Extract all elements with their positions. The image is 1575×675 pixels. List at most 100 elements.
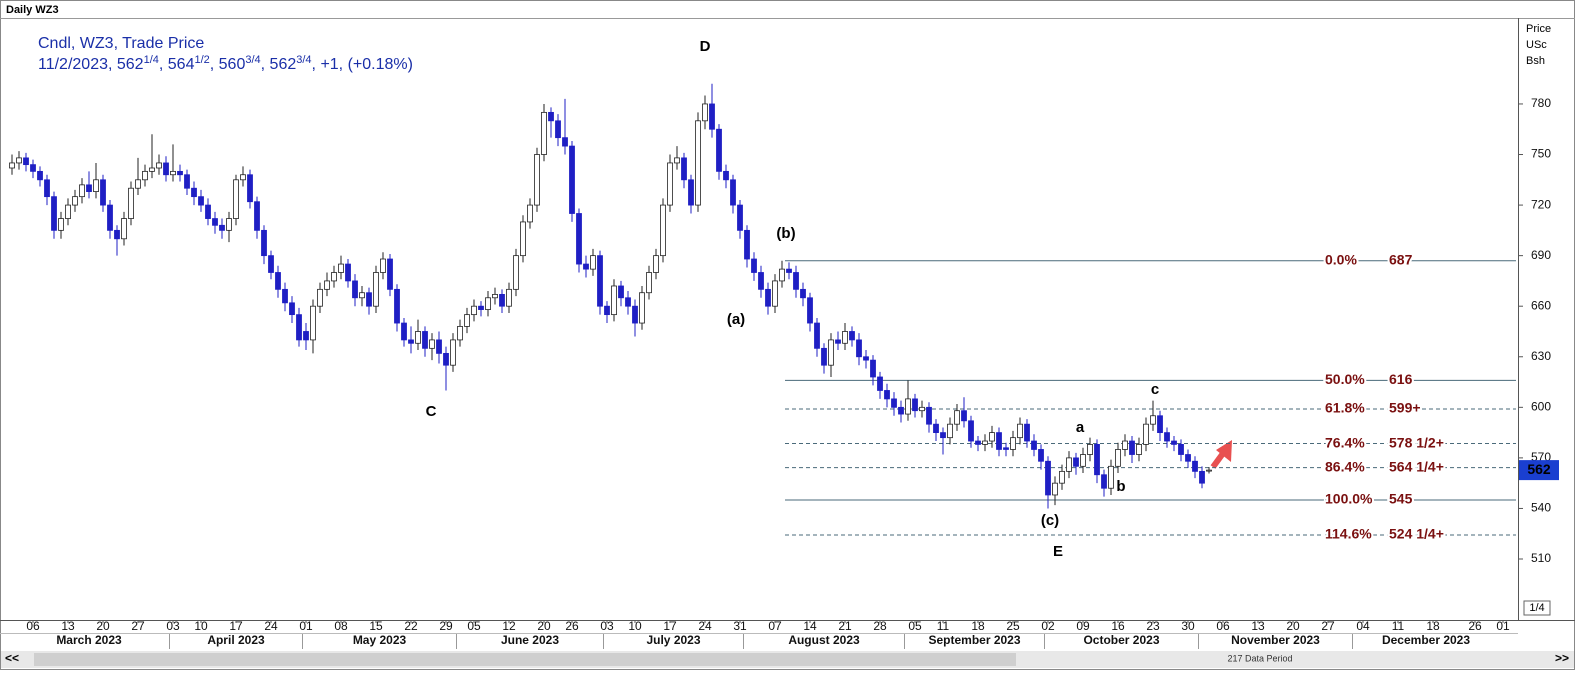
title-bar bbox=[1, 1, 1574, 18]
candle-body bbox=[1087, 444, 1093, 455]
scroll-thumb[interactable] bbox=[34, 653, 1016, 666]
candle-body bbox=[1136, 444, 1142, 455]
candle-body bbox=[807, 297, 813, 324]
x-tick-label: 05 bbox=[908, 619, 922, 633]
wave-label: (c) bbox=[1041, 512, 1059, 529]
candle-body bbox=[401, 322, 407, 341]
candle-body bbox=[261, 229, 267, 257]
candle-body bbox=[1038, 449, 1044, 462]
nav-left[interactable]: << bbox=[5, 651, 19, 665]
candle-body bbox=[597, 255, 603, 307]
candle-body bbox=[569, 145, 575, 214]
x-tick-label: 13 bbox=[61, 619, 75, 633]
candle-body bbox=[93, 179, 99, 192]
fib-price: 524 1/4+ bbox=[1389, 526, 1444, 542]
candle-body bbox=[44, 179, 50, 198]
x-tick-label: 20 bbox=[96, 619, 110, 633]
candle-body bbox=[933, 423, 939, 434]
candle-body bbox=[394, 288, 400, 324]
candle-body bbox=[891, 398, 897, 408]
candle-body bbox=[499, 294, 505, 307]
wave-label: a bbox=[1076, 419, 1085, 436]
x-tick-label: 05 bbox=[467, 619, 481, 633]
candle-body bbox=[51, 196, 57, 231]
candle-body bbox=[128, 187, 134, 219]
candle-body bbox=[646, 272, 652, 294]
candle-body bbox=[751, 258, 757, 273]
candle-body bbox=[1010, 437, 1016, 450]
legend-segment: 3/4 bbox=[296, 54, 311, 66]
candle-body bbox=[191, 187, 197, 198]
legend-segment: 3/4 bbox=[245, 54, 260, 66]
x-tick-label: 09 bbox=[1076, 619, 1090, 633]
candle-body bbox=[324, 280, 330, 290]
candle-body bbox=[1199, 470, 1205, 484]
fib-price: 578 1/2+ bbox=[1389, 434, 1444, 450]
candle-body bbox=[457, 326, 463, 341]
candle-body bbox=[821, 347, 827, 366]
candle-body bbox=[1017, 423, 1023, 439]
month-label: May 2023 bbox=[353, 633, 407, 647]
candle-body bbox=[954, 410, 960, 425]
wave-label: E bbox=[1053, 543, 1063, 560]
candle-body bbox=[37, 170, 43, 181]
candle-body bbox=[338, 263, 344, 273]
candle-body bbox=[975, 440, 981, 445]
candle-body bbox=[541, 111, 547, 155]
candle-body bbox=[1066, 457, 1072, 472]
candle-body bbox=[352, 280, 358, 299]
y-tick-label: 780 bbox=[1531, 96, 1551, 110]
candle-body bbox=[268, 255, 274, 273]
candle-body bbox=[667, 162, 673, 206]
x-tick-label: 20 bbox=[537, 619, 551, 633]
legend-values: 11/2/2023, 5621/4, 5641/2, 5603/4, 5623/… bbox=[38, 54, 413, 73]
candle-body bbox=[779, 268, 785, 282]
candle-body bbox=[170, 170, 176, 176]
x-tick-label: 11 bbox=[1392, 619, 1405, 633]
legend-segment: , +1, (+0.18%) bbox=[312, 56, 413, 73]
candle-body bbox=[702, 103, 708, 122]
candle-body bbox=[961, 410, 967, 422]
candle-body bbox=[618, 285, 624, 299]
candle-body bbox=[485, 297, 491, 310]
x-tick-label: 26 bbox=[565, 619, 579, 633]
candle-body bbox=[940, 432, 946, 439]
candle-body bbox=[429, 339, 435, 349]
x-tick-label: 01 bbox=[299, 619, 313, 633]
candle-body bbox=[709, 103, 715, 130]
x-tick-label: 27 bbox=[131, 619, 145, 633]
candle-body bbox=[254, 201, 260, 231]
candle-body bbox=[982, 440, 988, 445]
x-tick-label: 27 bbox=[1321, 619, 1335, 633]
candle-body bbox=[408, 339, 414, 344]
candle-body bbox=[79, 184, 85, 198]
candle-body bbox=[296, 314, 302, 341]
candle-body bbox=[604, 305, 610, 316]
candle-body bbox=[198, 196, 204, 206]
fib-price: 687 bbox=[1389, 251, 1413, 267]
candle-body bbox=[1129, 440, 1135, 455]
page-box[interactable] bbox=[1523, 600, 1551, 616]
candle-body bbox=[1101, 474, 1107, 489]
candle-body bbox=[555, 120, 561, 139]
candle-body bbox=[695, 120, 701, 206]
candle-body bbox=[562, 137, 568, 147]
x-tick-label: 20 bbox=[1286, 619, 1300, 633]
candle-body bbox=[506, 288, 512, 307]
x-tick-label: 17 bbox=[229, 619, 243, 633]
x-tick-label: 06 bbox=[1216, 619, 1230, 633]
nav-right[interactable]: >> bbox=[1555, 651, 1569, 665]
candle-body bbox=[100, 179, 106, 206]
candle-body bbox=[947, 423, 953, 439]
candle-body bbox=[247, 174, 253, 203]
candle-body bbox=[1115, 449, 1121, 467]
x-tick-label: 24 bbox=[698, 619, 712, 633]
candle-body bbox=[1052, 482, 1058, 496]
month-label: October 2023 bbox=[1083, 633, 1159, 647]
x-tick-label: 11 bbox=[937, 619, 950, 633]
candle-body bbox=[23, 157, 29, 166]
legend-segment: 1/4 bbox=[144, 54, 159, 66]
candle-body bbox=[968, 420, 974, 442]
candle-body bbox=[303, 331, 309, 341]
candle-body bbox=[1157, 415, 1163, 434]
